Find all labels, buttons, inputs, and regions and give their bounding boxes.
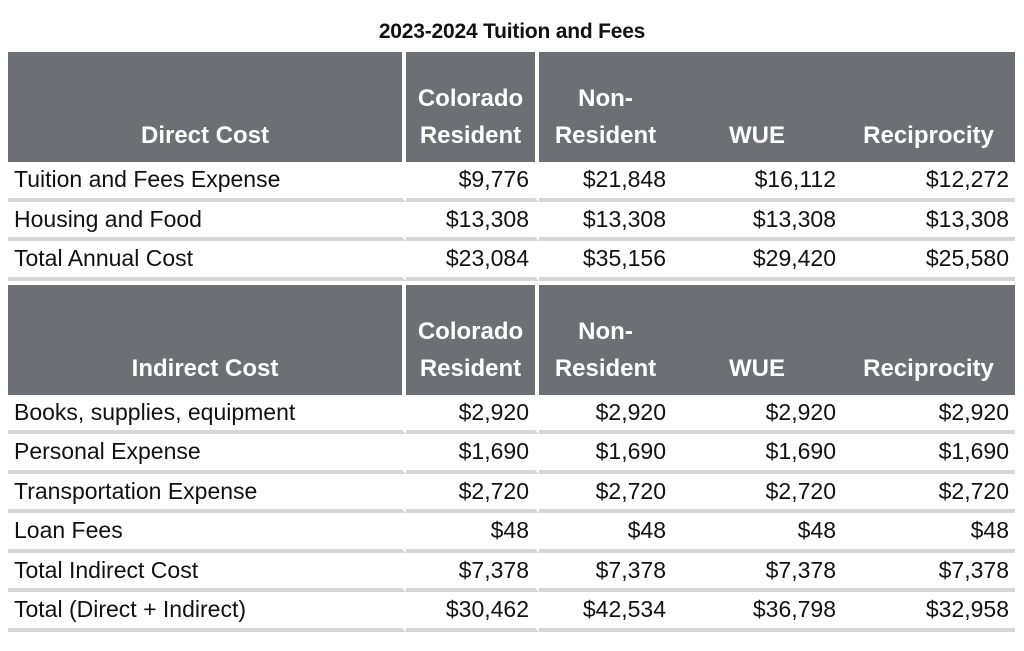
cell-colorado-resident: $48 — [406, 513, 539, 553]
cell-colorado-resident: $9,776 — [406, 162, 539, 202]
header-non-resident: Non- Resident — [539, 284, 672, 395]
cell-colorado-resident: $30,462 — [406, 592, 539, 632]
header-reciprocity: Reciprocity — [842, 52, 1015, 162]
row-label: Tuition and Fees Expense — [8, 162, 406, 202]
table-row: Personal Expense $1,690 $1,690 $1,690 $1,690 — [8, 434, 1015, 474]
cell-non-resident: $42,534 — [539, 592, 672, 632]
table-row: Books, supplies, equipment $2,920 $2,920 $2… — [8, 394, 1015, 434]
cell-colorado-resident: $2,720 — [406, 473, 539, 513]
cell-colorado-resident: $1,690 — [406, 434, 539, 474]
header-wue: WUE — [672, 52, 842, 162]
cell-wue: $48 — [672, 513, 842, 553]
indirect-cost-header: Indirect Cost — [8, 284, 406, 395]
cell-wue: $29,420 — [672, 241, 842, 281]
cell-non-resident: $13,308 — [539, 202, 672, 241]
cell-wue: $2,720 — [672, 474, 842, 513]
section-gap — [8, 280, 1015, 285]
header-wue: WUE — [672, 284, 842, 395]
page-title: 2023-2024 Tuition and Fees — [378, 20, 646, 43]
header-colorado-line1: Colorado — [417, 317, 524, 345]
header-nonres-line1: Non- — [578, 85, 633, 112]
cell-non-resident: $2,720 — [539, 474, 672, 513]
table-row: Total Annual Cost $23,084 $35,156 $29,420 $2… — [8, 241, 1015, 281]
header-colorado-line1: Colorado — [417, 85, 524, 112]
cell-non-resident: $21,848 — [539, 162, 672, 202]
row-label: Total Indirect Cost — [8, 552, 406, 592]
cell-colorado-resident: $7,378 — [406, 552, 539, 592]
tuition-table: Direct Cost Colorado Resident Non- Residen… — [8, 52, 1015, 632]
cell-wue: $2,920 — [672, 395, 842, 434]
cell-reciprocity: $7,378 — [842, 553, 1015, 592]
header-nonres-line1: Non- — [578, 317, 633, 345]
row-label: Transportation Expense — [8, 473, 406, 513]
direct-cost-header: Direct Cost — [8, 52, 406, 162]
row-label: Housing and Food — [8, 201, 406, 241]
cell-wue: $1,690 — [672, 434, 842, 474]
header-colorado-line2: Resident — [419, 354, 522, 382]
cell-wue: $7,378 — [672, 553, 842, 592]
row-label: Loan Fees — [8, 513, 406, 553]
table-row: Tuition and Fees Expense $9,776 $21,848 $16… — [8, 162, 1015, 202]
indirect-cost-header-row: Indirect Cost Colorado Resident Non- Resid… — [8, 284, 1015, 395]
table-row: Housing and Food $13,308 $13,308 $13,308 $13… — [8, 201, 1015, 241]
row-label: Personal Expense — [8, 434, 406, 474]
direct-cost-header-row: Direct Cost Colorado Resident Non- Residen… — [8, 52, 1015, 162]
header-nonres-line2: Resident — [554, 354, 657, 382]
cell-wue: $16,112 — [672, 162, 842, 202]
cell-reciprocity: $1,690 — [842, 434, 1015, 474]
cell-reciprocity: $25,580 — [842, 241, 1015, 281]
header-colorado-resident: Colorado Resident — [406, 52, 539, 162]
header-non-resident: Non- Resident — [539, 52, 672, 162]
cell-non-resident: $48 — [539, 513, 672, 553]
cell-non-resident: $2,920 — [539, 395, 672, 434]
row-label: Total (Direct + Indirect) — [8, 592, 406, 632]
cell-reciprocity: $32,958 — [842, 592, 1015, 632]
header-colorado-line2: Resident — [419, 122, 522, 149]
table-row: Total Indirect Cost $7,378 $7,378 $7,378 $7,… — [8, 552, 1015, 592]
cell-non-resident: $35,156 — [539, 241, 672, 281]
header-nonres-line2: Resident — [554, 122, 657, 149]
cell-reciprocity: $12,272 — [842, 162, 1015, 202]
header-colorado-resident: Colorado Resident — [406, 284, 539, 395]
table-row: Total (Direct + Indirect) $30,462 $42,534 $… — [8, 592, 1015, 632]
cell-wue: $36,798 — [672, 592, 842, 632]
cell-reciprocity: $2,920 — [842, 395, 1015, 434]
cell-colorado-resident: $23,084 — [406, 241, 539, 281]
cell-non-resident: $7,378 — [539, 553, 672, 592]
row-label: Total Annual Cost — [8, 241, 406, 281]
cell-reciprocity: $13,308 — [842, 202, 1015, 241]
table-row: Loan Fees $48 $48 $48 $48 — [8, 513, 1015, 553]
cell-wue: $13,308 — [672, 202, 842, 241]
table-row: Transportation Expense $2,720 $2,720 $2,720… — [8, 473, 1015, 513]
header-reciprocity: Reciprocity — [842, 284, 1015, 395]
cell-colorado-resident: $13,308 — [406, 201, 539, 241]
cell-reciprocity: $48 — [842, 513, 1015, 553]
cell-colorado-resident: $2,920 — [406, 394, 539, 434]
cell-non-resident: $1,690 — [539, 434, 672, 474]
row-label: Books, supplies, equipment — [8, 394, 406, 434]
cell-reciprocity: $2,720 — [842, 474, 1015, 513]
